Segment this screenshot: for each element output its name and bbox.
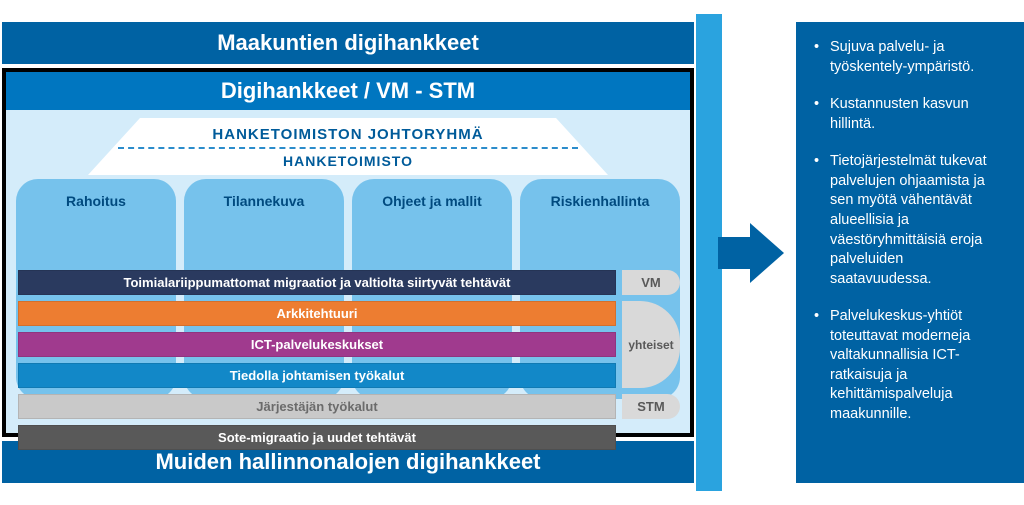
pillar-label: Rahoitus [66,193,126,209]
bullet-item: Sujuva palvelu- ja työskentely-ympäristö… [814,38,1006,77]
bullet-item: Tietojärjestelmät tukevat palvelujen ohj… [814,152,1006,289]
office-divider [118,147,578,149]
connector-arrow-head-icon [750,223,784,283]
band-arkkitehtuuri: Arkkitehtuuri [18,301,616,326]
left-column: Maakuntien digihankkeet Digihankkeet / V… [0,0,696,505]
connector-column [696,0,796,505]
side-label-stm: STM [622,394,680,419]
band-ict: ICT-palvelukeskukset [18,332,616,357]
band-jarjestajan: Järjestäjän työkalut [18,394,616,419]
connector-arrow-body [718,237,750,269]
header-bar: Maakuntien digihankkeet [2,22,694,64]
pillar-label: Ohjeet ja mallit [382,193,482,209]
office-block: HANKETOIMISTON JOHTORYHMÄ HANKETOIMISTO [88,118,608,175]
pillar-label: Tilannekuva [224,193,305,209]
side-label-vm: VM [622,270,680,295]
band-migraatiot: Toimialariippumattomat migraatiot ja val… [18,270,616,295]
office-title: HANKETOIMISTON JOHTORYHMÄ [88,126,608,143]
diagram-body: HANKETOIMISTON JOHTORYHMÄ HANKETOIMISTO … [6,110,690,433]
band-sote: Sote-migraatio ja uudet tehtävät [18,425,616,450]
side-label-yhteiset: yhteiset [622,301,680,388]
diagram-frame: Digihankkeet / VM - STM HANKETOIMISTON J… [2,68,694,437]
right-column: Sujuva palvelu- ja työskentely-ympäristö… [796,0,1024,505]
side-labels: VM yhteiset STM [622,270,680,419]
bullets-box: Sujuva palvelu- ja työskentely-ympäristö… [796,22,1024,483]
pillar-label: Riskienhallinta [551,193,650,209]
band-tiedolla: Tiedolla johtamisen työkalut [18,363,616,388]
bullet-item: Palvelukeskus-yhtiöt toteuttavat moderne… [814,307,1006,424]
office-subtitle: HANKETOIMISTO [88,153,608,169]
bullet-item: Kustannusten kasvun hillintä. [814,95,1006,134]
sub-header: Digihankkeet / VM - STM [6,72,690,110]
bands-wrapper: Toimialariippumattomat migraatiot ja val… [18,270,616,450]
bullets-list: Sujuva palvelu- ja työskentely-ympäristö… [814,38,1006,425]
